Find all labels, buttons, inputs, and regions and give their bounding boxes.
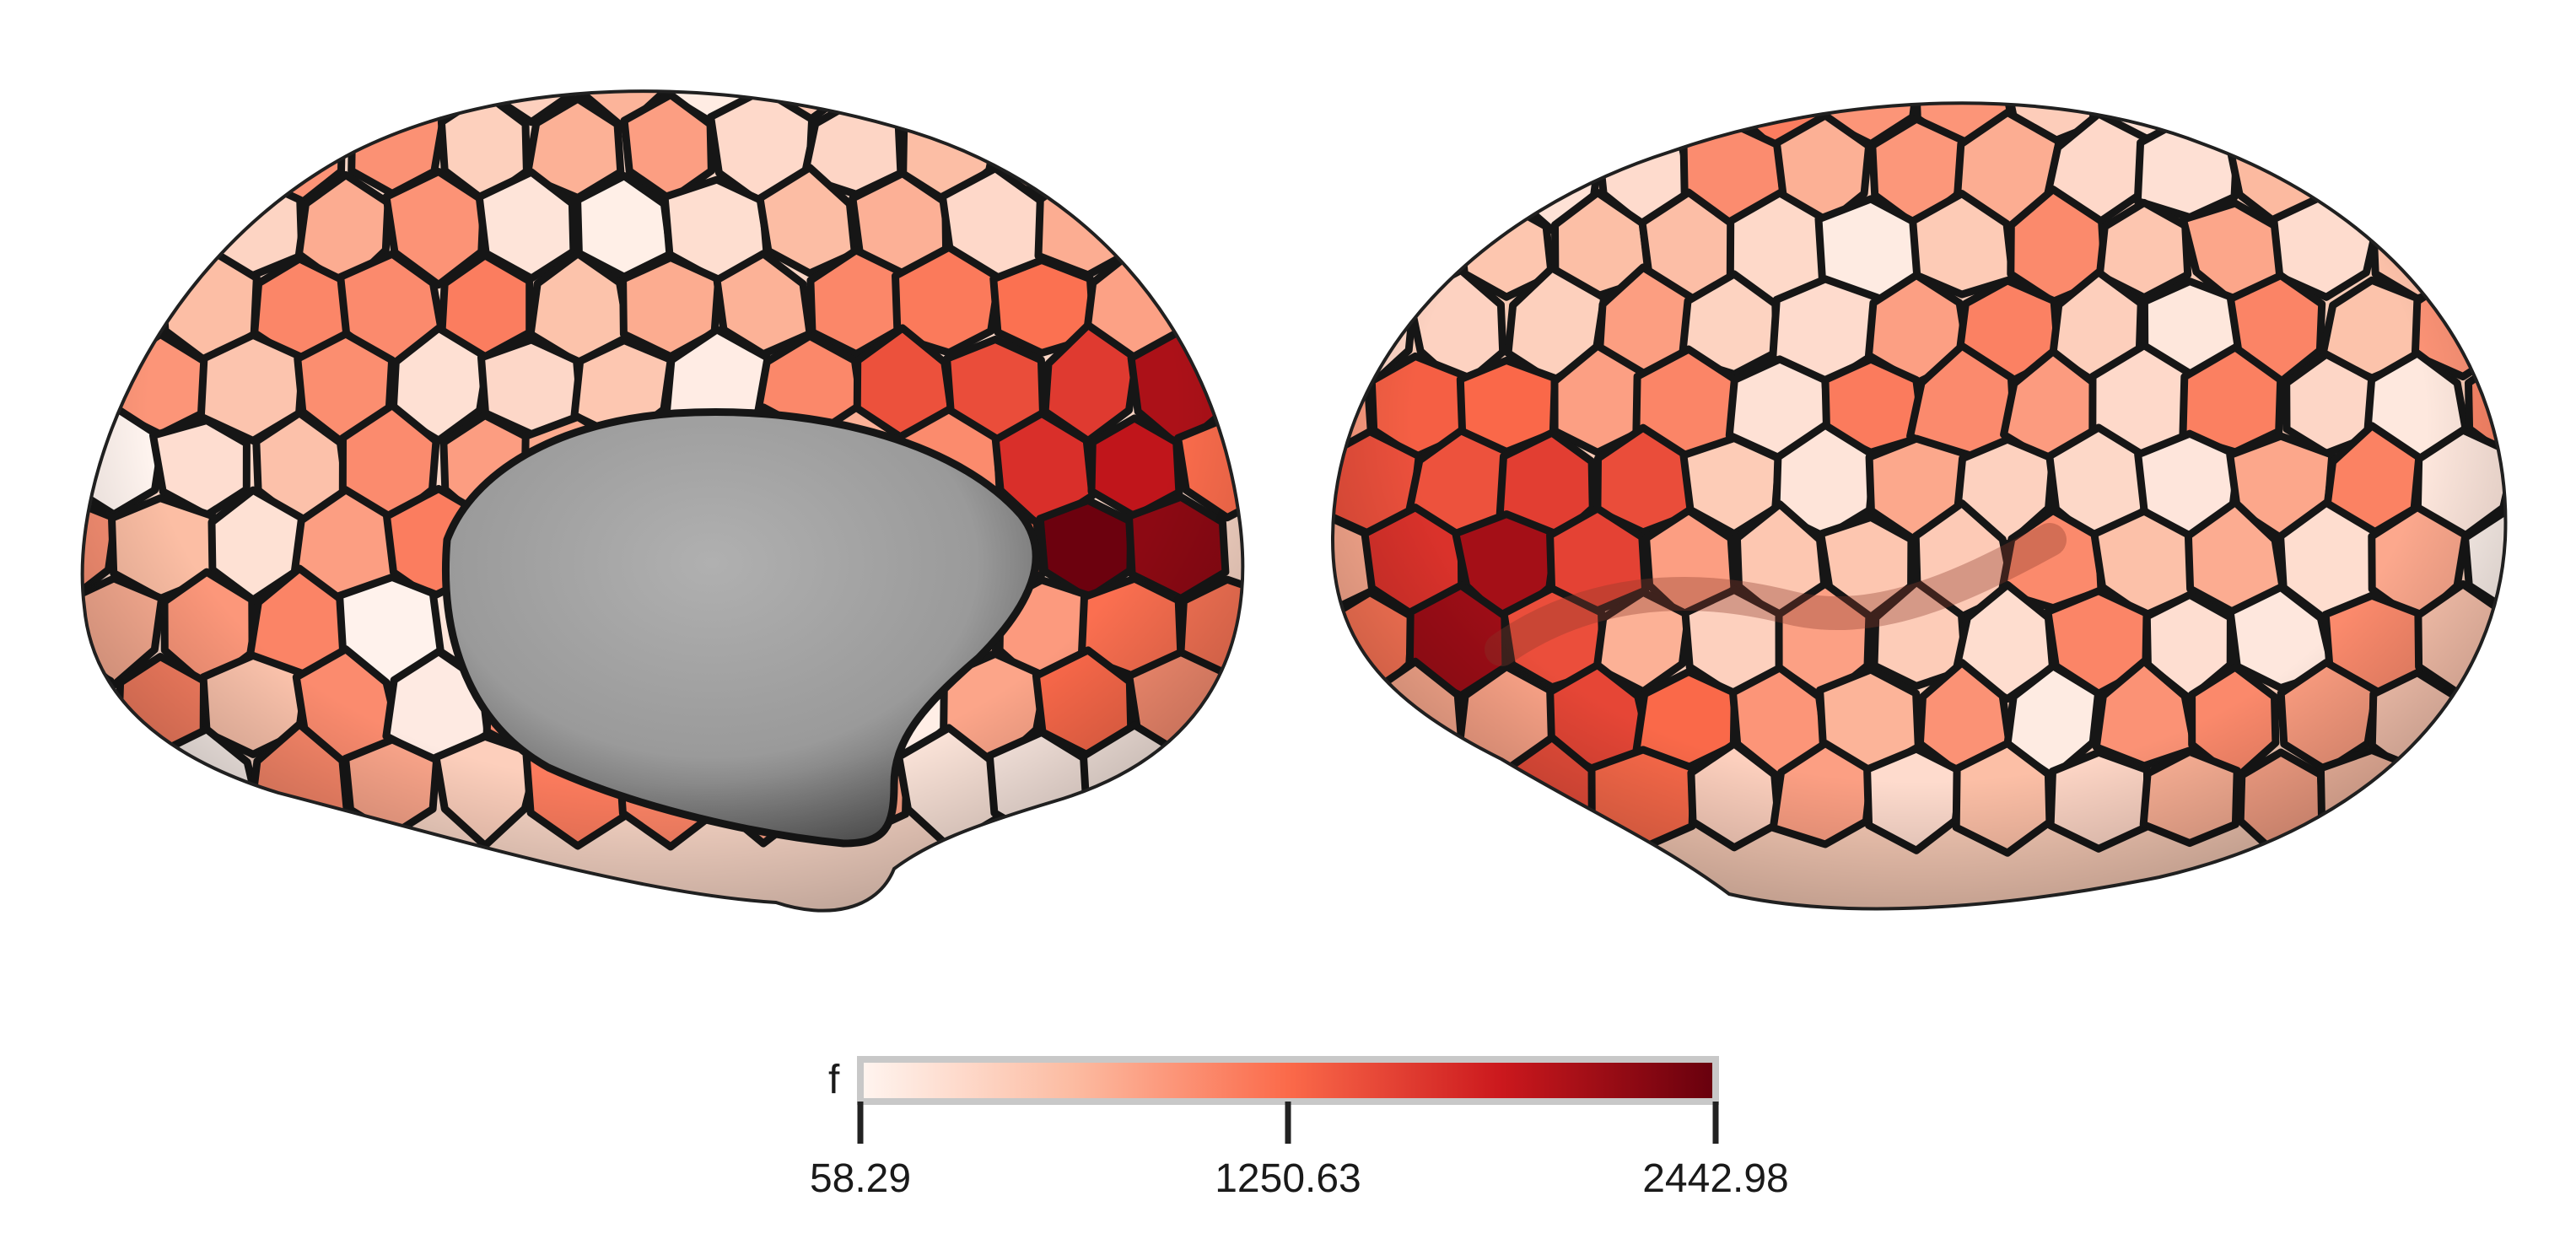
cortical-parcel — [1078, 91, 1188, 213]
cortical-parcel — [2504, 272, 2506, 388]
colorbar-tick-label-max: 2442.98 — [1642, 1156, 1789, 1201]
cortical-parcel — [1175, 735, 1243, 838]
cortical-parcel — [82, 724, 170, 849]
cortical-parcel — [1035, 91, 1144, 129]
cortical-parcel — [940, 91, 1053, 120]
cortical-parcel — [2502, 736, 2506, 851]
cortical-parcel — [110, 91, 216, 127]
cortical-parcel — [1333, 103, 1373, 152]
cortical-parcel — [82, 652, 115, 764]
cortical-parcel — [2455, 103, 2506, 149]
cortical-parcel — [1453, 103, 1555, 150]
cortical-parcel — [2463, 666, 2506, 781]
cortical-parcel — [1404, 118, 1513, 233]
cortical-parcel — [82, 336, 119, 452]
cortical-parcel — [82, 165, 125, 286]
cortical-parcel — [152, 91, 259, 205]
cortical-parcel — [1124, 164, 1235, 279]
cortical-parcel — [1170, 91, 1243, 206]
cortical-parcel — [2271, 103, 2381, 147]
cortical-parcel — [847, 91, 953, 125]
cortical-parcel — [2456, 186, 2506, 300]
cortical-parcel — [288, 91, 403, 132]
cortical-parcel — [106, 171, 211, 291]
cortical-parcel — [1333, 194, 1370, 303]
cortical-parcel — [1635, 103, 1738, 149]
right-hemisphere-lateral-view — [1330, 101, 2508, 911]
cortical-parcel — [82, 91, 164, 207]
colorbar-tick-label-mid: 1250.63 — [1215, 1156, 1361, 1201]
cortical-parcel — [1554, 103, 1652, 150]
cortical-parcel — [2502, 108, 2506, 233]
cortical-parcel — [2500, 425, 2506, 548]
cortical-parcel — [2362, 103, 2472, 152]
cortical-parcel — [1127, 91, 1238, 124]
cortical-parcel — [385, 91, 496, 127]
cortical-parcel — [1359, 103, 1466, 155]
cortical-parcel — [2413, 111, 2506, 235]
colorbar-label: f — [828, 1058, 840, 1102]
cortical-parcel — [2325, 116, 2423, 225]
cortical-parcel — [2498, 579, 2506, 698]
cortical-parcel — [2187, 103, 2279, 148]
cortical-parcel — [1179, 253, 1243, 358]
cortical-parcel — [2413, 740, 2506, 860]
colorbar: f 58.29 1250.63 2442.98 — [810, 1056, 1789, 1201]
cortical-parcel — [82, 247, 166, 359]
colorbar-tick-label-min: 58.29 — [810, 1156, 911, 1201]
cortical-parcel — [1333, 657, 1369, 782]
left-hemisphere-medial-view — [80, 89, 1245, 913]
cortical-parcel — [200, 91, 304, 121]
cortical-parcel — [1333, 110, 1422, 223]
colorbar-gradient — [857, 1056, 1719, 1105]
cortical-parcel — [1412, 748, 1516, 848]
cortical-parcel — [82, 91, 118, 127]
cortical-parcel — [1333, 749, 1426, 856]
